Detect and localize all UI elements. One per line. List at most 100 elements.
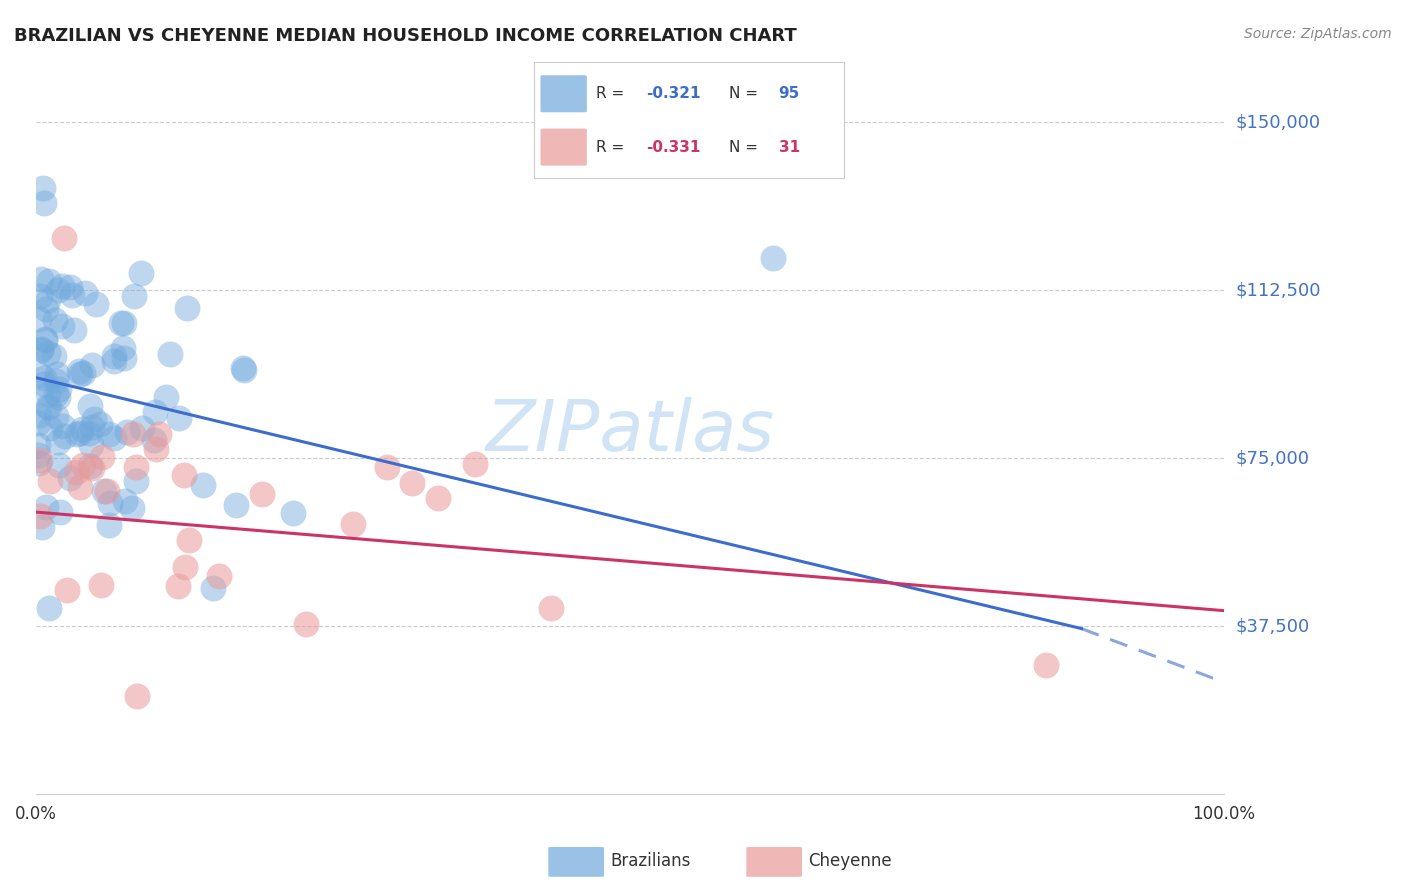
Point [80,461,103,475]
Point [79,437,101,451]
Point [201,581,224,595]
Point [79,399,101,413]
Point [103,431,125,445]
Point [52,231,75,245]
Text: $37,500: $37,500 [1236,617,1309,635]
Point [283,507,305,521]
Point [39,421,62,435]
Point [35,400,58,414]
Point [69,480,91,494]
Point [98,496,121,510]
Point [117,425,139,439]
Point [58,280,80,294]
Point [44,387,66,401]
Point [34,334,56,348]
Point [28,508,51,523]
Point [80,358,103,372]
Point [30,343,52,357]
Text: 31: 31 [779,139,800,154]
Point [39,475,62,489]
Point [46,368,69,382]
Point [89,417,111,432]
Point [375,460,398,475]
Text: ZIPatlas: ZIPatlas [485,397,775,466]
FancyBboxPatch shape [540,128,586,166]
Point [59,471,82,485]
Point [32,377,55,392]
Point [121,426,143,441]
Point [143,433,166,447]
Text: R =: R = [596,139,630,154]
Point [42,349,65,363]
Point [125,475,148,489]
Point [38,274,60,288]
Point [28,456,51,470]
Point [110,316,132,330]
Point [27,416,49,430]
Point [65,466,87,480]
Point [131,421,153,435]
Point [176,301,198,315]
Point [32,180,55,194]
Point [28,368,51,382]
Point [72,458,94,472]
Point [79,458,101,473]
Point [167,579,190,593]
Point [53,429,76,443]
Point [98,518,121,533]
Point [60,288,83,302]
Point [90,450,112,465]
Point [45,374,67,388]
FancyBboxPatch shape [747,847,801,877]
Point [35,500,58,515]
Point [93,483,115,498]
Point [173,468,195,483]
Point [45,409,67,423]
Text: Source: ZipAtlas.com: Source: ZipAtlas.com [1244,27,1392,41]
Point [103,349,125,363]
Point [177,533,200,548]
Point [122,289,145,303]
Text: N =: N = [730,87,763,102]
Text: R =: R = [596,87,630,102]
Point [69,367,91,381]
FancyBboxPatch shape [548,847,605,877]
Point [32,371,55,385]
Point [77,426,100,441]
Point [191,478,214,492]
Point [32,196,55,211]
Point [82,419,104,434]
Point [401,475,423,490]
FancyBboxPatch shape [540,75,586,112]
Point [342,516,364,531]
Point [294,617,316,632]
Point [464,457,486,471]
Point [167,410,190,425]
Point [37,387,59,401]
Point [27,438,49,452]
Point [112,342,135,356]
Text: $150,000: $150,000 [1236,113,1320,131]
Point [46,390,69,404]
Point [28,289,51,303]
Point [30,272,52,286]
Point [427,491,450,506]
Point [67,364,90,378]
Point [145,405,167,419]
Point [51,318,73,333]
Point [145,442,167,457]
Text: BRAZILIAN VS CHEYENNE MEDIAN HOUSEHOLD INCOME CORRELATION CHART: BRAZILIAN VS CHEYENNE MEDIAN HOUSEHOLD I… [14,27,797,45]
Point [83,411,105,425]
Text: 95: 95 [779,87,800,102]
Text: -0.321: -0.321 [645,87,700,102]
Point [56,582,79,597]
Point [761,251,783,265]
Point [28,312,51,326]
Point [69,426,91,441]
Point [38,600,60,615]
Point [49,505,72,519]
Point [73,286,96,301]
Point [159,347,181,361]
Point [44,313,66,327]
Point [250,487,273,501]
